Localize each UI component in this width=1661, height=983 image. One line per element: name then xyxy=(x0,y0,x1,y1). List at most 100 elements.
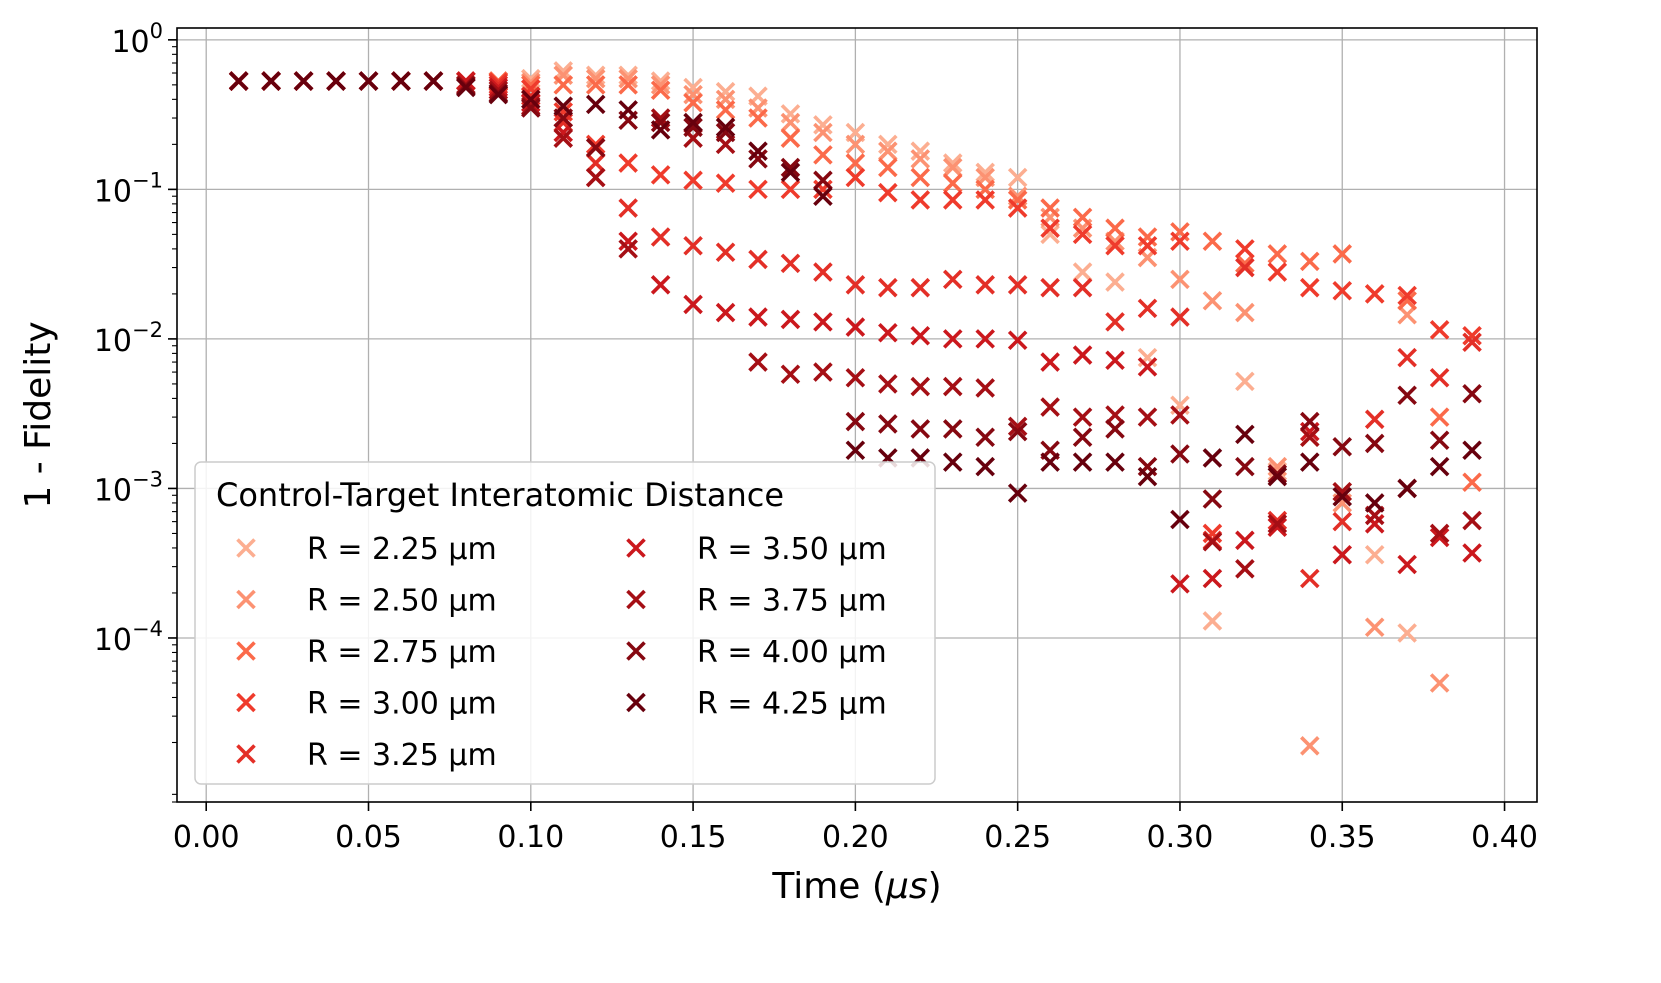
data-point xyxy=(910,141,931,161)
data-point xyxy=(1300,736,1320,756)
data-point xyxy=(683,92,703,113)
data-point xyxy=(1364,617,1385,637)
x-tick-label: 0.30 xyxy=(1147,820,1214,855)
x-tick-label: 0.00 xyxy=(173,820,240,855)
data-point xyxy=(1364,433,1385,454)
data-point xyxy=(1267,466,1288,487)
data-point xyxy=(715,302,736,323)
data-point xyxy=(1202,290,1223,311)
data-point xyxy=(1202,523,1223,544)
data-point xyxy=(1072,207,1093,228)
legend-marker xyxy=(626,641,646,661)
data-point xyxy=(293,71,314,91)
data-point xyxy=(942,157,963,178)
data-point xyxy=(845,440,866,461)
data-point xyxy=(683,77,703,98)
data-point xyxy=(1137,235,1158,256)
data-points xyxy=(228,61,1482,756)
data-point xyxy=(910,190,931,210)
data-point xyxy=(1332,481,1353,502)
data-point xyxy=(1462,472,1482,493)
data-point xyxy=(910,325,931,346)
data-point xyxy=(423,71,444,91)
data-point xyxy=(1300,277,1320,298)
y-tick-label: 10−4 xyxy=(94,617,163,658)
data-point xyxy=(1332,511,1353,532)
data-point xyxy=(1462,510,1482,531)
data-point xyxy=(1137,227,1158,247)
data-point xyxy=(813,122,833,143)
legend-label: R = 2.50 μm xyxy=(307,584,497,619)
x-tick-label: 0.20 xyxy=(822,820,889,855)
data-point xyxy=(456,71,476,91)
legend-marker xyxy=(236,589,256,610)
data-point xyxy=(1397,347,1417,368)
y-tick-label: 10−1 xyxy=(94,168,163,209)
data-point xyxy=(845,134,866,155)
data-point xyxy=(1364,514,1385,534)
data-point xyxy=(1137,347,1158,368)
y-tick-label: 100 xyxy=(111,19,163,60)
data-point xyxy=(1105,272,1125,292)
data-point xyxy=(715,242,736,262)
y-tick-label: 10−3 xyxy=(94,467,163,508)
data-point xyxy=(1364,284,1385,304)
data-point xyxy=(942,329,963,349)
data-point xyxy=(553,61,574,81)
data-point xyxy=(1397,285,1417,306)
data-point xyxy=(585,134,606,155)
data-point xyxy=(1105,419,1125,439)
data-point xyxy=(975,329,995,349)
data-point xyxy=(1429,367,1450,388)
data-point xyxy=(1170,509,1190,530)
data-point xyxy=(1105,312,1125,332)
data-point xyxy=(1397,623,1417,643)
x-tick-label: 0.35 xyxy=(1309,820,1376,855)
legend-label: R = 2.25 μm xyxy=(307,532,497,567)
data-point xyxy=(1072,427,1093,448)
data-point xyxy=(1137,298,1158,319)
data-point xyxy=(813,170,833,191)
data-point xyxy=(1429,523,1450,544)
legend-marker xyxy=(626,589,646,610)
data-point xyxy=(683,84,703,105)
data-point xyxy=(1364,493,1385,513)
data-point xyxy=(553,75,574,95)
legend-marker xyxy=(236,641,256,661)
data-point xyxy=(1397,290,1417,311)
data-point xyxy=(878,322,898,343)
x-tick-label: 0.40 xyxy=(1471,820,1538,855)
plot-frame xyxy=(176,27,1538,803)
data-point xyxy=(1300,568,1320,589)
data-point xyxy=(488,80,509,101)
data-point xyxy=(780,253,801,274)
data-point xyxy=(456,77,476,98)
data-point xyxy=(1364,409,1385,430)
legend-entry: R = 2.75 μm xyxy=(236,635,497,670)
data-point xyxy=(326,71,346,91)
data-point xyxy=(975,427,995,448)
data-point xyxy=(1267,510,1288,531)
data-point xyxy=(1429,673,1450,693)
data-point xyxy=(1105,218,1125,238)
data-point xyxy=(1462,383,1482,404)
data-point xyxy=(488,77,509,98)
data-point xyxy=(942,173,963,193)
data-point xyxy=(748,108,768,128)
data-point xyxy=(585,167,606,188)
data-point xyxy=(553,122,574,143)
data-point xyxy=(650,227,671,247)
data-point xyxy=(1429,456,1450,477)
data-point xyxy=(813,115,833,135)
data-point xyxy=(748,141,768,161)
data-point xyxy=(1202,611,1223,631)
data-point xyxy=(975,378,995,398)
data-point xyxy=(780,309,801,330)
data-point xyxy=(845,167,866,188)
data-point xyxy=(1072,277,1093,298)
legend-entry: R = 3.25 μm xyxy=(236,738,497,773)
data-point xyxy=(1007,416,1028,437)
data-point xyxy=(878,277,898,298)
data-point xyxy=(1300,411,1320,432)
